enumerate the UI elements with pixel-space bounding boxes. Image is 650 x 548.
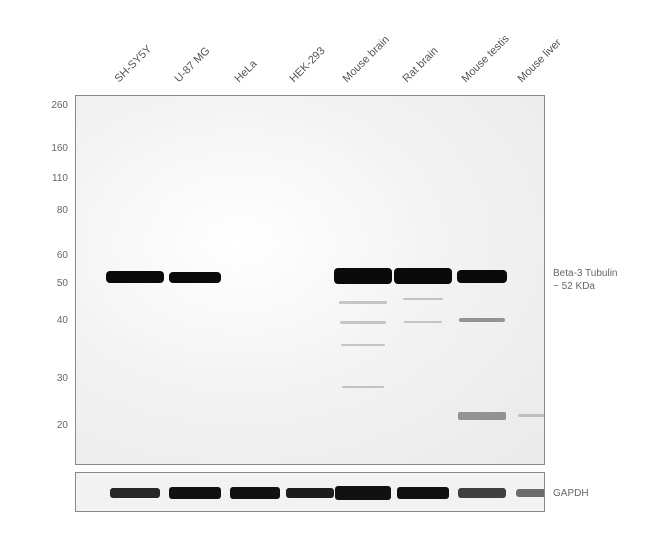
loading-band [335, 486, 391, 500]
mw-marker-label: 20 [38, 420, 68, 431]
mw-marker-label: 160 [38, 143, 68, 154]
protein-band [458, 412, 506, 420]
mw-marker-label: 110 [38, 173, 68, 184]
lane-label: Mouse liver [516, 37, 564, 85]
protein-band [403, 298, 443, 300]
lane-labels-row: SH-SY5Y U-87 MG HeLa HEK-293 Mouse brainRat … [80, 10, 540, 85]
protein-band [459, 318, 505, 322]
protein-band [342, 386, 384, 388]
protein-band [404, 321, 442, 323]
mw-marker-label: 260 [38, 100, 68, 111]
loading-band [169, 487, 221, 499]
lane-label: HEK-293 [288, 45, 328, 85]
lane-label: U-87 MG [173, 45, 213, 85]
protein-band [518, 414, 545, 417]
mw-marker-label: 80 [38, 205, 68, 216]
mw-marker-label: 60 [38, 250, 68, 261]
lane-label: Mouse brain [341, 34, 392, 85]
protein-band [394, 268, 452, 284]
target-name: Beta-3 Tubulin [553, 267, 618, 280]
protein-band [339, 301, 387, 304]
protein-band [341, 344, 385, 346]
loading-band [397, 487, 449, 499]
lane-label: HeLa [233, 58, 260, 85]
protein-band [340, 321, 386, 324]
mw-marker-label: 40 [38, 315, 68, 326]
loading-control-label: GAPDH [553, 487, 589, 500]
target-protein-label: Beta-3 Tubulin ~ 52 KDa [553, 267, 618, 293]
loading-band [230, 487, 280, 499]
mw-marker-label: 30 [38, 373, 68, 384]
protein-band [169, 272, 221, 283]
target-size: ~ 52 KDa [553, 280, 618, 293]
loading-band [516, 489, 545, 497]
lane-label: SH-SY5Y [113, 43, 155, 85]
loading-band [110, 488, 160, 498]
western-blot-figure: SH-SY5Y U-87 MG HeLa HEK-293 Mouse brainRat … [0, 0, 650, 548]
loading-band [458, 488, 506, 498]
loading-control-panel [75, 472, 545, 512]
protein-band [106, 271, 164, 283]
main-blot-panel [75, 95, 545, 465]
lane-label: Rat brain [401, 45, 441, 85]
protein-band [457, 270, 507, 283]
lane-label: Mouse testis [460, 33, 512, 85]
mw-marker-label: 50 [38, 278, 68, 289]
loading-band [286, 488, 334, 498]
protein-band [334, 268, 392, 284]
